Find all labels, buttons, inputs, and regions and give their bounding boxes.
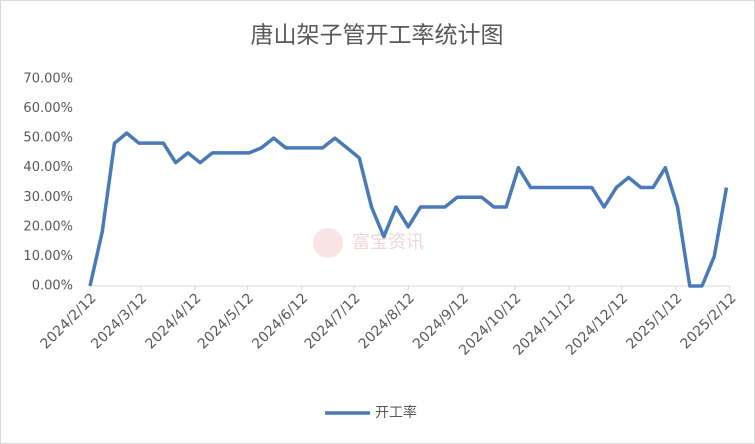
watermark: 富宝资讯 — [352, 232, 424, 253]
y-tick-label: 30.00% — [23, 190, 73, 205]
watermark-logo — [313, 228, 343, 258]
y-tick-label: 40.00% — [23, 160, 73, 175]
chart-title: 唐山架子管开工率统计图 — [251, 23, 504, 49]
y-tick-label: 70.00% — [23, 72, 73, 87]
data-line — [88, 131, 729, 288]
y-tick-label: 0.00% — [32, 279, 73, 294]
legend-label: 开工率 — [375, 404, 417, 421]
y-tick-label: 50.00% — [23, 131, 73, 146]
y-tick-label: 60.00% — [23, 101, 73, 116]
y-tick-label: 20.00% — [23, 219, 73, 234]
y-tick-label: 10.00% — [23, 249, 73, 264]
